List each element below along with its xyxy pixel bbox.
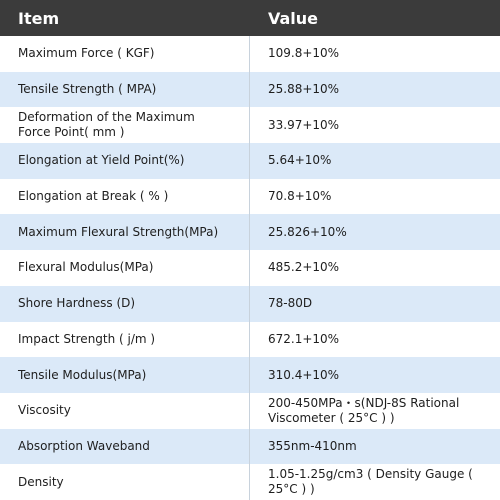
item-cell: Deformation of the Maximum Force Point( … [0,107,250,144]
item-cell: Viscosity [0,392,250,429]
value-cell: 5.64+10% [268,153,332,168]
table-row: Elongation at Yield Point(%) 5.64+10% [0,143,500,179]
value-cell: 1.05-1.25g/cm3 ( Density Gauge ( 25°C ) … [268,467,473,497]
value-cell: 355nm-410nm [268,438,357,453]
header-row: Item Value [0,0,500,36]
value-cell: 672.1+10% [268,331,340,346]
table-row: Impact Strength ( j/m ) 672.1+10% [0,321,500,358]
table-row: Elongation at Break ( % ) 70.8+10% [0,178,500,215]
table-row: Viscosity 200-450MPa・s(NDJ-8S Rational Vi… [0,392,500,429]
item-cell: Elongation at Yield Point(%) [0,143,250,179]
table-row: Density 1.05-1.25g/cm3 ( Density Gauge ( … [0,464,500,500]
value-cell: 25.826+10% [268,224,347,239]
table-row: Flexural Modulus(MPa) 485.2+10% [0,250,500,286]
item-cell: Density [0,464,250,500]
value-cell: 485.2+10% [268,260,340,275]
value-cell: 200-450MPa・s(NDJ-8S Rational Viscometer … [268,395,460,425]
value-cell: 25.88+10% [268,82,340,97]
item-cell: Maximum Flexural Strength(MPa) [0,214,250,251]
item-cell: Elongation at Break ( % ) [0,178,250,215]
table-row: Maximum Flexural Strength(MPa) 25.826+10% [0,214,500,251]
table-row: Tensile Modulus(MPa) 310.4+10% [0,357,500,393]
table-row: Absorption Waveband 355nm-410nm [0,428,500,465]
item-cell: Flexural Modulus(MPa) [0,250,250,286]
header-cell: Value [268,8,319,28]
value-cell: 33.97+10% [268,117,340,132]
item-cell: Tensile Strength ( MPA) [0,71,250,108]
table-row: Shore Hardness (D) 78-80D [0,285,500,322]
table-row: Maximum Force ( KGF) 109.8+10% [0,36,500,72]
item-cell: Tensile Modulus(MPa) [0,357,250,393]
value-cell: 78-80D [268,296,313,311]
value-cell: 109.8+10% [268,46,340,61]
item-cell: Impact Strength ( j/m ) [0,321,250,358]
header-cell: Item [18,8,60,28]
value-cell: 70.8+10% [268,189,332,204]
item-cell: Absorption Waveband [0,428,250,465]
item-cell: Shore Hardness (D) [0,285,250,322]
table-row: Tensile Strength ( MPA) 25.88+10% [0,71,500,108]
table-row: Deformation of the Maximum Force Point( … [0,107,500,144]
value-cell: 310.4+10% [268,367,340,382]
item-cell: Maximum Force ( KGF) [0,36,250,72]
